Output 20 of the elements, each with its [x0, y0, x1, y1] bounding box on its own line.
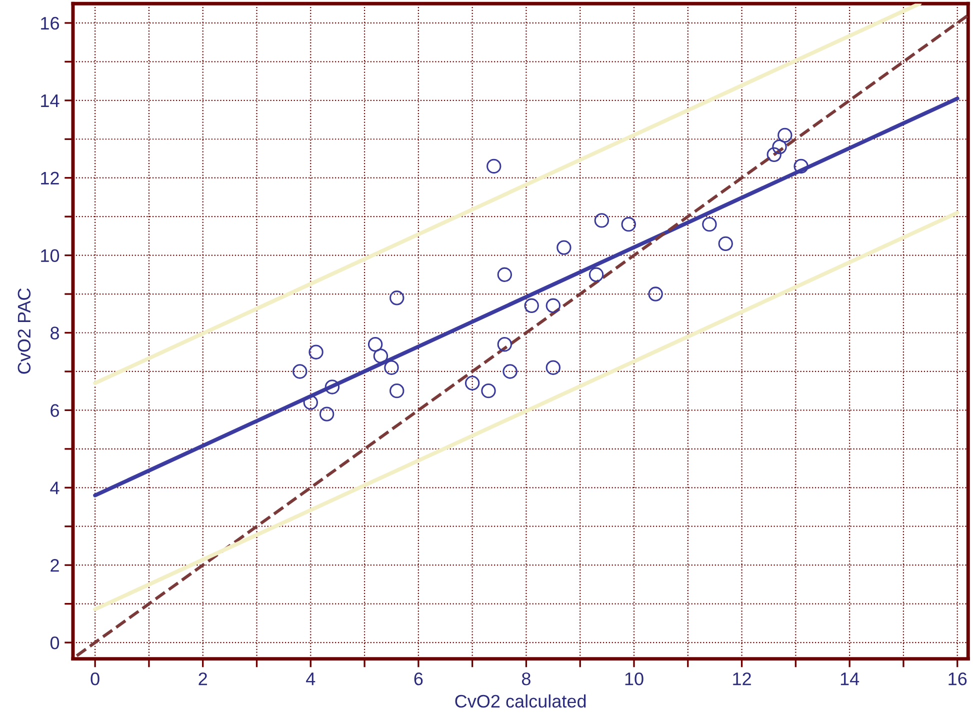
- x-tick-label: 6: [414, 672, 423, 686]
- y-axis-title: CvO2 PAC: [18, 288, 31, 374]
- x-tick-label: 16: [948, 672, 967, 686]
- x-tick-label: 2: [198, 672, 207, 686]
- y-tick-label: 14: [41, 94, 60, 107]
- x-tick-label: 0: [90, 672, 100, 686]
- x-tick-label: 12: [733, 672, 751, 686]
- y-tick-label: 8: [50, 326, 59, 340]
- x-axis-title: CvO2 calculated: [455, 694, 586, 708]
- x-tick-label: 10: [625, 672, 644, 686]
- x-tick-label: 14: [840, 672, 860, 686]
- x-tick-label: 8: [522, 672, 530, 686]
- y-tick-label: 12: [41, 172, 59, 184]
- y-tick-label: 16: [41, 16, 59, 30]
- y-tick-label: 2: [50, 559, 59, 572]
- x-tick-label: 4: [306, 672, 316, 686]
- y-tick-label: 4: [50, 482, 60, 494]
- y-tick-label: 10: [41, 249, 60, 262]
- y-tick-label: 0: [50, 636, 60, 650]
- y-tick-label: 6: [50, 404, 59, 417]
